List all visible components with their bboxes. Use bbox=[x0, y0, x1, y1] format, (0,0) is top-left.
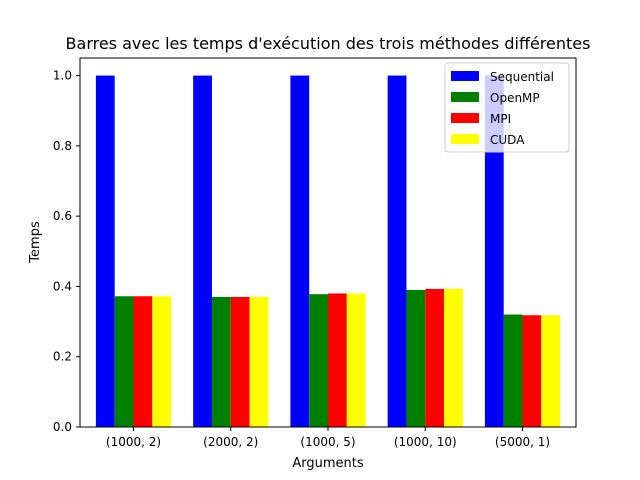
y-tick-label: 0.2 bbox=[53, 350, 72, 364]
bar-sequential-3 bbox=[387, 75, 407, 427]
x-axis-label: Arguments bbox=[292, 456, 363, 471]
legend-label-mpi: MPI bbox=[490, 112, 511, 126]
y-axis-label: Temps bbox=[28, 221, 43, 264]
bar-openmp-3 bbox=[406, 289, 426, 427]
bar-openmp-2 bbox=[309, 294, 328, 427]
legend: Sequential OpenMP MPI CUDA bbox=[444, 62, 570, 153]
bar-cuda-4 bbox=[541, 315, 561, 427]
legend-label-cuda: CUDA bbox=[490, 133, 525, 147]
x-tick-label: (2000, 2) bbox=[203, 435, 258, 449]
x-tick-label: (1000, 10) bbox=[394, 435, 457, 449]
x-tick-label: (5000, 1) bbox=[495, 435, 550, 449]
chart-title: Barres avec les temps d'exécution des tr… bbox=[66, 34, 591, 53]
bar-mpi-1 bbox=[230, 296, 250, 427]
bar-mpi-4 bbox=[522, 315, 542, 427]
y-tick-label: 0.4 bbox=[53, 279, 72, 293]
legend-label-sequential: Sequential bbox=[490, 70, 554, 84]
bar-sequential-1 bbox=[193, 75, 212, 427]
bar-openmp-1 bbox=[211, 296, 231, 427]
bar-sequential-2 bbox=[290, 75, 310, 427]
y-tick-label: 0.8 bbox=[53, 139, 72, 153]
bar-cuda-2 bbox=[346, 293, 366, 427]
bar-openmp-0 bbox=[114, 296, 134, 427]
bar-openmp-4 bbox=[503, 314, 523, 427]
legend-swatch-openmp bbox=[451, 92, 479, 102]
bar-mpi-3 bbox=[425, 288, 445, 427]
bar-mpi-2 bbox=[328, 293, 347, 427]
y-tick-label: 0.6 bbox=[53, 209, 72, 223]
y-tick-label: 0.0 bbox=[53, 420, 72, 434]
bar-sequential-4 bbox=[484, 75, 504, 427]
legend-swatch-sequential bbox=[451, 71, 479, 81]
x-tick-label: (1000, 5) bbox=[300, 435, 355, 449]
legend-box bbox=[444, 62, 570, 153]
x-tick-label: (1000, 2) bbox=[106, 435, 161, 449]
bar-mpi-0 bbox=[133, 296, 153, 427]
bar-cuda-1 bbox=[249, 296, 269, 427]
bar-cuda-0 bbox=[152, 296, 172, 427]
legend-swatch-cuda bbox=[451, 134, 479, 144]
legend-label-openmp: OpenMP bbox=[490, 91, 540, 105]
y-tick-label: 1.0 bbox=[53, 69, 72, 83]
legend-swatch-mpi bbox=[451, 113, 479, 123]
bar-sequential-0 bbox=[95, 75, 115, 427]
plot-area: 0.0 0.2 0.4 0.6 0.8 1.0 (1000, 2) (2000, 2) (100… bbox=[53, 57, 577, 449]
bar-cuda-3 bbox=[444, 288, 463, 427]
